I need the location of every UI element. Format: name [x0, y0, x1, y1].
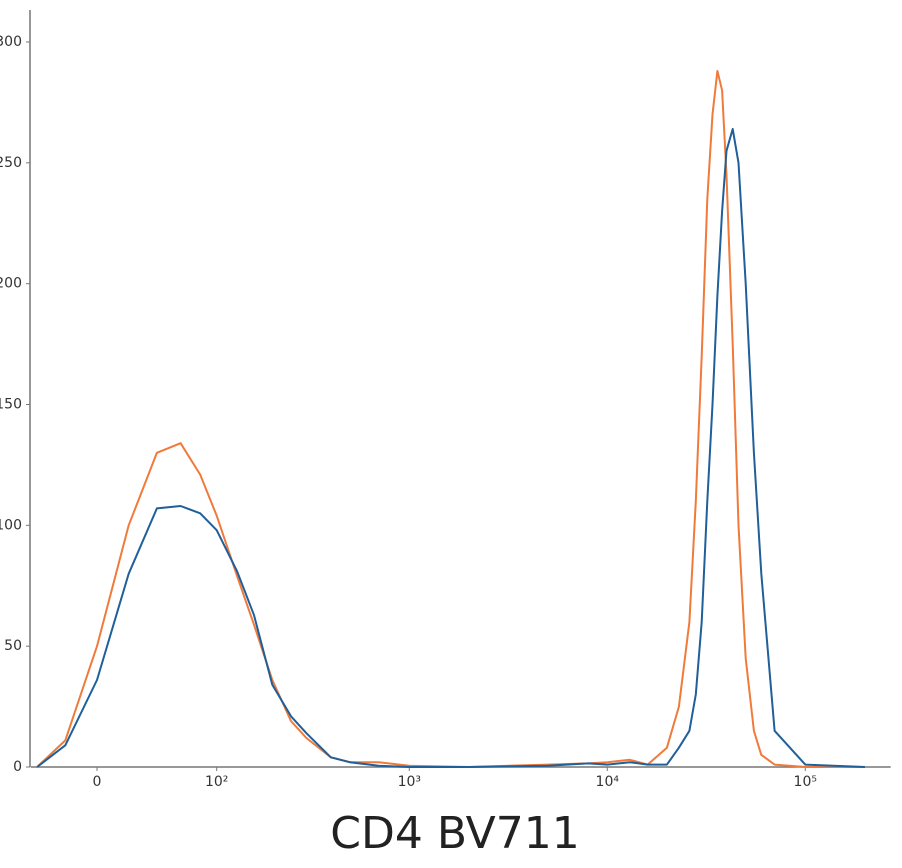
- x-axis-label: CD4 BV711: [330, 808, 580, 859]
- x-tick-label: 0: [93, 774, 102, 790]
- y-tick-label: 250: [0, 155, 22, 171]
- y-tick-label: 150: [0, 397, 22, 413]
- x-tick-label: 10³: [398, 774, 421, 790]
- x-tick-label: 10²: [205, 774, 228, 790]
- y-tick-label: 300: [0, 34, 22, 50]
- y-tick-label: 0: [13, 759, 22, 775]
- histogram-line: [36, 128, 865, 768]
- y-tick-label: 50: [4, 638, 22, 654]
- y-tick-label: 200: [0, 276, 22, 292]
- x-tick-label: 10⁵: [794, 774, 817, 790]
- x-tick-label: 10⁴: [596, 774, 620, 790]
- y-tick-label: 100: [0, 517, 22, 533]
- histogram-line: [36, 70, 865, 768]
